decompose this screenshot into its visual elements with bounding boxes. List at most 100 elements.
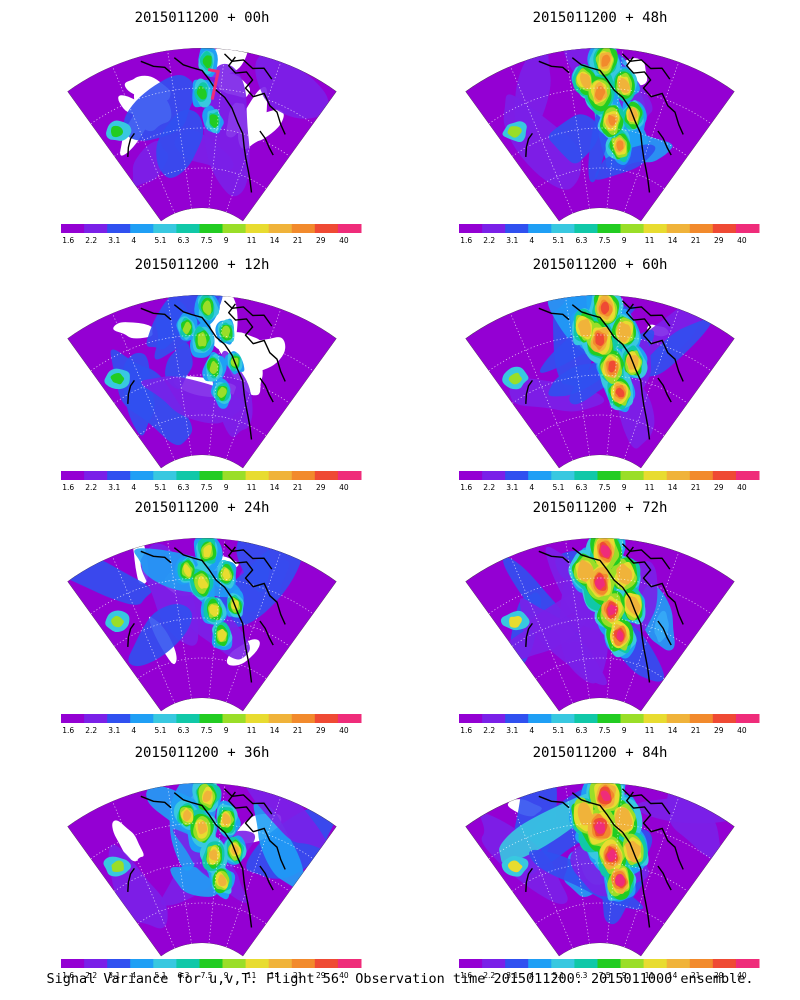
colorbar-swatch: [199, 471, 224, 480]
colorbar-swatch: [314, 714, 339, 723]
panel-title: 2015011200 + 12h: [135, 257, 270, 273]
colorbar-label: 2.2: [85, 726, 97, 735]
colorbar-swatch: [551, 471, 575, 480]
colorbar-label: 9: [224, 483, 229, 492]
colorbar-swatch: [314, 959, 339, 968]
colorbar-label: 4: [131, 236, 136, 245]
colorbar-swatch: [597, 471, 622, 480]
colorbar-label: 40: [339, 971, 349, 980]
colorbar-label: 11: [645, 236, 655, 245]
colorbar-swatch: [666, 224, 691, 233]
colorbar-swatch: [643, 471, 668, 480]
variance-field: [465, 294, 735, 469]
colorbar-label: 29: [714, 971, 724, 980]
forecast-panel: 2015011200 + 84h 1.6 2.2 3.1 4 5.1 6.3 7.5 9 11 14…: [459, 745, 760, 980]
colorbar-swatch: [130, 959, 154, 968]
variance-field: [67, 47, 337, 222]
colorbar-label: 40: [339, 483, 349, 492]
coastline: [127, 300, 286, 440]
colorbar-swatch: [176, 714, 200, 723]
colorbar-swatch: [712, 714, 737, 723]
colorbar-swatch: [712, 224, 737, 233]
colorbar-swatch: [459, 471, 483, 480]
colorbar-label: 5.1: [155, 236, 167, 245]
colorbar-label: 4: [529, 483, 534, 492]
colorbar-swatch: [107, 714, 131, 723]
colorbar-label: 7.5: [201, 726, 213, 735]
colorbar-swatch: [689, 471, 714, 480]
colorbar-swatch: [482, 224, 506, 233]
forecast-panel: 2015011200 + 24h 1.6 2.2 3.1 4 5.1 6.3 7.5 9 11 14…: [61, 500, 362, 735]
colorbar: 1.6 2.2 3.1 4 5.1 6.3 7.5 9 11 14 21 29 40: [459, 224, 760, 245]
colorbar-swatch: [666, 959, 691, 968]
colorbar-label: 29: [316, 236, 326, 245]
colorbar-label: 6.3: [576, 726, 588, 735]
colorbar-label: 7.5: [201, 236, 213, 245]
variance-field: [67, 537, 337, 712]
colorbar-label: 2.2: [85, 236, 97, 245]
colorbar-swatch: [337, 224, 362, 233]
colorbar-label: 5.1: [155, 726, 167, 735]
panel-title: 2015011200 + 48h: [533, 10, 668, 26]
colorbar-swatch: [268, 959, 293, 968]
colorbar-label: 6.3: [576, 483, 588, 492]
colorbar-label: 6.3: [178, 483, 190, 492]
colorbar-swatch: [459, 714, 483, 723]
colorbar-swatch: [314, 471, 339, 480]
colorbar-swatch: [199, 224, 224, 233]
colorbar-label: 3.1: [506, 726, 518, 735]
forecast-panel: 2015011200 + 60h 1.6 2.2 3.1 4 5.1 6.3 7.5 9 11 14…: [459, 257, 760, 492]
colorbar-label: 6.3: [178, 971, 190, 980]
colorbar-swatch: [107, 471, 131, 480]
colorbar-label: 5.1: [553, 971, 565, 980]
colorbar-swatch: [574, 471, 598, 480]
colorbar-label: 21: [293, 483, 303, 492]
colorbar-swatch: [620, 224, 645, 233]
colorbar-label: 3.1: [108, 971, 120, 980]
colorbar-swatch: [84, 471, 108, 480]
colorbar-label: 3.1: [506, 483, 518, 492]
colorbar-label: 6.3: [576, 236, 588, 245]
colorbar-label: 21: [691, 236, 701, 245]
colorbar-label: 1.6: [460, 971, 472, 980]
colorbar-label: 40: [737, 971, 747, 980]
colorbar-swatch: [528, 714, 552, 723]
colorbar-label: 7.5: [599, 971, 611, 980]
colorbar-label: 40: [737, 483, 747, 492]
colorbar-label: 1.6: [62, 483, 74, 492]
colorbar-label: 9: [224, 236, 229, 245]
colorbar-swatch: [620, 959, 645, 968]
colorbar-label: 29: [714, 726, 724, 735]
colorbar-label: 14: [270, 726, 280, 735]
colorbar-swatch: [84, 224, 108, 233]
colorbar-swatch: [643, 224, 668, 233]
colorbar-label: 11: [247, 236, 257, 245]
colorbar-swatch: [597, 959, 622, 968]
colorbar-label: 3.1: [506, 971, 518, 980]
colorbar-swatch: [199, 714, 224, 723]
colorbar-swatch: [176, 224, 200, 233]
colorbar-label: 7.5: [201, 483, 213, 492]
colorbar-label: 21: [293, 971, 303, 980]
colorbar-swatch: [268, 224, 293, 233]
colorbar-swatch: [597, 714, 622, 723]
colorbar: 1.6 2.2 3.1 4 5.1 6.3 7.5 9 11 14 21 29 40: [459, 471, 760, 492]
colorbar-label: 40: [339, 726, 349, 735]
colorbar-swatch: [291, 714, 316, 723]
colorbar-swatch: [153, 224, 177, 233]
colorbar-label: 14: [270, 971, 280, 980]
colorbar-label: 6.3: [178, 236, 190, 245]
colorbar-label: 6.3: [178, 726, 190, 735]
colorbar-label: 5.1: [553, 236, 565, 245]
colorbar-swatch: [153, 959, 177, 968]
colorbar-label: 2.2: [483, 236, 495, 245]
colorbar: 1.6 2.2 3.1 4 5.1 6.3 7.5 9 11 14 21 29 40: [61, 224, 362, 245]
forecast-panel: 2015011200 + 12h 1.6 2.2 3.1 4 5.1 6.3 7.5 9 11 14…: [61, 257, 362, 492]
colorbar-label: 14: [668, 726, 678, 735]
colorbar-swatch: [222, 471, 247, 480]
colorbar-label: 5.1: [155, 483, 167, 492]
colorbar-label: 4: [131, 726, 136, 735]
colorbar-label: 40: [737, 726, 747, 735]
colorbar-label: 5.1: [553, 726, 565, 735]
forecast-panel: 2015011200 + 72h 1.6 2.2 3.1 4 5.1 6.3 7.5 9 11 14…: [459, 500, 760, 735]
